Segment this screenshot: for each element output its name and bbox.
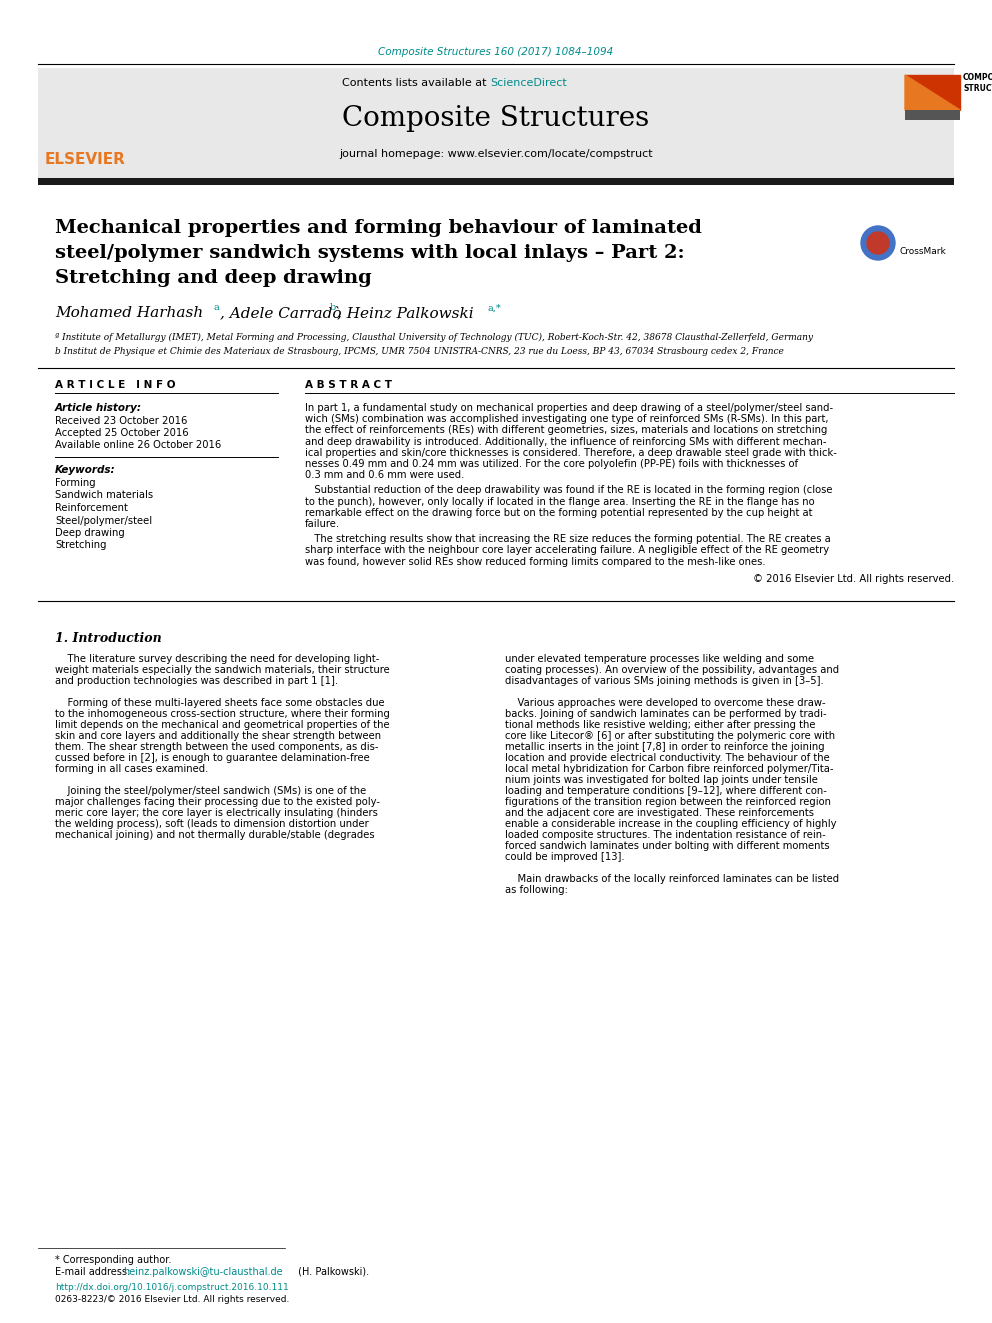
- Text: Sandwich materials: Sandwich materials: [55, 491, 153, 500]
- Text: location and provide electrical conductivity. The behaviour of the: location and provide electrical conducti…: [505, 753, 829, 763]
- Text: limit depends on the mechanical and geometrical properties of the: limit depends on the mechanical and geom…: [55, 720, 390, 730]
- Text: Composite Structures 160 (2017) 1084–1094: Composite Structures 160 (2017) 1084–109…: [378, 48, 614, 57]
- Text: steel/polymer sandwich systems with local inlays – Part 2:: steel/polymer sandwich systems with loca…: [55, 243, 684, 262]
- Text: Deep drawing: Deep drawing: [55, 528, 125, 538]
- Text: ELSEVIER: ELSEVIER: [45, 152, 125, 168]
- Text: the effect of reinforcements (REs) with different geometries, sizes, materials a: the effect of reinforcements (REs) with …: [305, 426, 827, 435]
- Text: coating processes). An overview of the possibility, advantages and: coating processes). An overview of the p…: [505, 664, 839, 675]
- Text: Contents lists available at: Contents lists available at: [342, 78, 490, 89]
- Text: A R T I C L E   I N F O: A R T I C L E I N F O: [55, 380, 176, 390]
- Text: © 2016 Elsevier Ltd. All rights reserved.: © 2016 Elsevier Ltd. All rights reserved…: [753, 574, 954, 583]
- Text: Steel/polymer/steel: Steel/polymer/steel: [55, 516, 152, 525]
- Text: Composite Structures: Composite Structures: [342, 105, 650, 131]
- Text: under elevated temperature processes like welding and some: under elevated temperature processes lik…: [505, 654, 814, 664]
- Text: 1. Introduction: 1. Introduction: [55, 632, 162, 646]
- Text: mechanical joining) and not thermally durable/stable (degrades: mechanical joining) and not thermally du…: [55, 830, 375, 840]
- Text: and deep drawability is introduced. Additionally, the influence of reinforcing S: and deep drawability is introduced. Addi…: [305, 437, 826, 447]
- Text: Various approaches were developed to overcome these draw-: Various approaches were developed to ove…: [505, 697, 825, 708]
- Text: a,*: a,*: [488, 303, 502, 312]
- Text: Main drawbacks of the locally reinforced laminates can be listed: Main drawbacks of the locally reinforced…: [505, 873, 839, 884]
- Text: local metal hybridization for Carbon fibre reinforced polymer/Tita-: local metal hybridization for Carbon fib…: [505, 763, 833, 774]
- Text: failure.: failure.: [305, 519, 340, 529]
- Text: The literature survey describing the need for developing light-: The literature survey describing the nee…: [55, 654, 379, 664]
- Text: * Corresponding author.: * Corresponding author.: [55, 1256, 172, 1265]
- Text: Mohamed Harhash: Mohamed Harhash: [55, 306, 203, 320]
- Text: http://dx.doi.org/10.1016/j.compstruct.2016.10.111: http://dx.doi.org/10.1016/j.compstruct.2…: [55, 1282, 289, 1291]
- Text: Mechanical properties and forming behaviour of laminated: Mechanical properties and forming behavi…: [55, 220, 702, 237]
- Text: tional methods like resistive welding; either after pressing the: tional methods like resistive welding; e…: [505, 720, 815, 730]
- Text: as following:: as following:: [505, 885, 567, 894]
- Circle shape: [867, 232, 889, 254]
- Circle shape: [861, 226, 895, 261]
- Text: A B S T R A C T: A B S T R A C T: [305, 380, 392, 390]
- Text: weight materials especially the sandwich materials, their structure: weight materials especially the sandwich…: [55, 664, 390, 675]
- FancyBboxPatch shape: [38, 179, 954, 185]
- Text: sharp interface with the neighbour core layer accelerating failure. A negligible: sharp interface with the neighbour core …: [305, 545, 829, 556]
- Text: wich (SMs) combination was accomplished investigating one type of reinforced SMs: wich (SMs) combination was accomplished …: [305, 414, 828, 425]
- Text: ScienceDirect: ScienceDirect: [490, 78, 566, 89]
- Text: Substantial reduction of the deep drawability was found if the RE is located in : Substantial reduction of the deep drawab…: [305, 486, 832, 495]
- Text: Reinforcement: Reinforcement: [55, 503, 128, 513]
- Text: journal homepage: www.elsevier.com/locate/compstruct: journal homepage: www.elsevier.com/locat…: [339, 149, 653, 159]
- Text: , Adele Carradò: , Adele Carradò: [220, 306, 341, 320]
- Text: (H. Palkowski).: (H. Palkowski).: [295, 1267, 369, 1277]
- Text: loading and temperature conditions [9–12], where different con-: loading and temperature conditions [9–12…: [505, 786, 827, 796]
- Text: 0263-8223/© 2016 Elsevier Ltd. All rights reserved.: 0263-8223/© 2016 Elsevier Ltd. All right…: [55, 1294, 290, 1303]
- Text: them. The shear strength between the used components, as dis-: them. The shear strength between the use…: [55, 742, 379, 751]
- Text: Accepted 25 October 2016: Accepted 25 October 2016: [55, 429, 188, 438]
- Text: 0.3 mm and 0.6 mm were used.: 0.3 mm and 0.6 mm were used.: [305, 470, 464, 480]
- Text: Article history:: Article history:: [55, 404, 142, 413]
- Text: ical properties and skin/core thicknesses is considered. Therefore, a deep drawa: ical properties and skin/core thicknesse…: [305, 447, 837, 458]
- Text: b: b: [330, 303, 336, 312]
- Text: a: a: [213, 303, 219, 312]
- Text: meric core layer; the core layer is electrically insulating (hinders: meric core layer; the core layer is elec…: [55, 808, 378, 818]
- Text: figurations of the transition region between the reinforced region: figurations of the transition region bet…: [505, 796, 831, 807]
- Text: , Heinz Palkowski: , Heinz Palkowski: [337, 306, 473, 320]
- Text: Received 23 October 2016: Received 23 October 2016: [55, 415, 187, 426]
- Text: COMPOSITE
STRUCTURES: COMPOSITE STRUCTURES: [963, 73, 992, 94]
- Text: core like Litecor® [6] or after substituting the polymeric core with: core like Litecor® [6] or after substitu…: [505, 730, 835, 741]
- Text: loaded composite structures. The indentation resistance of rein-: loaded composite structures. The indenta…: [505, 830, 825, 840]
- Text: to the punch), however, only locally if located in the flange area. Inserting th: to the punch), however, only locally if …: [305, 496, 814, 507]
- Text: metallic inserts in the joint [7,8] in order to reinforce the joining: metallic inserts in the joint [7,8] in o…: [505, 742, 824, 751]
- Text: enable a considerable increase in the coupling efficiency of highly: enable a considerable increase in the co…: [505, 819, 836, 828]
- Text: cussed before in [2], is enough to guarantee delamination-free: cussed before in [2], is enough to guara…: [55, 753, 370, 763]
- Text: forming in all cases examined.: forming in all cases examined.: [55, 763, 208, 774]
- Text: E-mail address:: E-mail address:: [55, 1267, 133, 1277]
- Text: and the adjacent core are investigated. These reinforcements: and the adjacent core are investigated. …: [505, 808, 814, 818]
- Text: Stretching and deep drawing: Stretching and deep drawing: [55, 269, 372, 287]
- Text: Joining the steel/polymer/steel sandwich (SMs) is one of the: Joining the steel/polymer/steel sandwich…: [55, 786, 366, 796]
- Text: to the inhomogeneous cross-section structure, where their forming: to the inhomogeneous cross-section struc…: [55, 709, 390, 718]
- FancyBboxPatch shape: [38, 67, 954, 179]
- Text: the welding process), soft (leads to dimension distortion under: the welding process), soft (leads to dim…: [55, 819, 369, 828]
- Text: disadvantages of various SMs joining methods is given in [3–5].: disadvantages of various SMs joining met…: [505, 676, 823, 685]
- FancyBboxPatch shape: [905, 110, 960, 120]
- Text: Stretching: Stretching: [55, 541, 106, 550]
- Text: ª Institute of Metallurgy (IMET), Metal Forming and Processing, Clausthal Univer: ª Institute of Metallurgy (IMET), Metal …: [55, 332, 813, 341]
- Text: backs. Joining of sandwich laminates can be performed by tradi-: backs. Joining of sandwich laminates can…: [505, 709, 826, 718]
- Text: could be improved [13].: could be improved [13].: [505, 852, 625, 861]
- Text: Forming: Forming: [55, 478, 95, 488]
- Text: remarkable effect on the drawing force but on the forming potential represented : remarkable effect on the drawing force b…: [305, 508, 812, 517]
- Text: Forming of these multi-layered sheets face some obstacles due: Forming of these multi-layered sheets fa…: [55, 697, 385, 708]
- Text: nesses 0.49 mm and 0.24 mm was utilized. For the core polyolefin (PP-PE) foils w: nesses 0.49 mm and 0.24 mm was utilized.…: [305, 459, 799, 468]
- Text: The stretching results show that increasing the RE size reduces the forming pote: The stretching results show that increas…: [305, 534, 830, 544]
- Text: b Institut de Physique et Chimie des Materiaux de Strasbourg, IPCMS, UMR 7504 UN: b Institut de Physique et Chimie des Mat…: [55, 348, 784, 356]
- Text: heinz.palkowski@tu-clausthal.de: heinz.palkowski@tu-clausthal.de: [123, 1267, 283, 1277]
- Polygon shape: [905, 75, 960, 110]
- Text: skin and core layers and additionally the shear strength between: skin and core layers and additionally th…: [55, 730, 381, 741]
- Text: nium joints was investigated for bolted lap joints under tensile: nium joints was investigated for bolted …: [505, 775, 817, 785]
- Text: In part 1, a fundamental study on mechanical properties and deep drawing of a st: In part 1, a fundamental study on mechan…: [305, 404, 833, 413]
- Polygon shape: [905, 75, 960, 110]
- Text: Keywords:: Keywords:: [55, 464, 116, 475]
- Text: CrossMark: CrossMark: [900, 246, 946, 255]
- Text: was found, however solid REs show reduced forming limits compared to the mesh-li: was found, however solid REs show reduce…: [305, 557, 766, 566]
- Text: forced sandwich laminates under bolting with different moments: forced sandwich laminates under bolting …: [505, 841, 829, 851]
- Text: Available online 26 October 2016: Available online 26 October 2016: [55, 441, 221, 450]
- Text: major challenges facing their processing due to the existed poly-: major challenges facing their processing…: [55, 796, 380, 807]
- Text: and production technologies was described in part 1 [1].: and production technologies was describe…: [55, 676, 338, 685]
